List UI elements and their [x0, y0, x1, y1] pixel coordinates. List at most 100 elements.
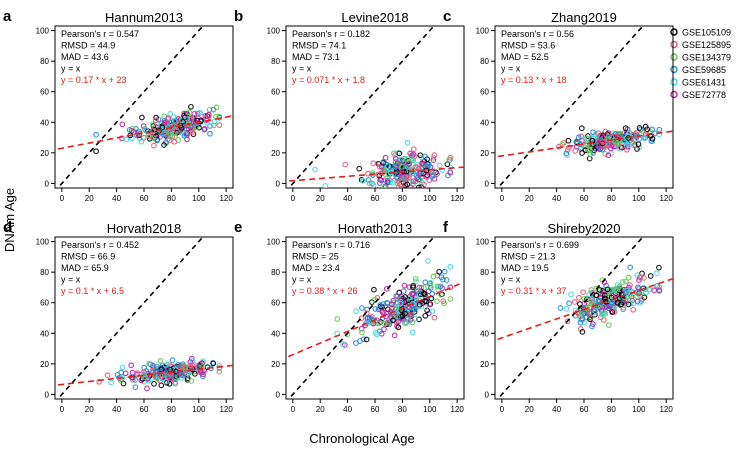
x-tick-label: 20	[525, 194, 534, 203]
data-point	[592, 308, 599, 314]
data-point	[577, 319, 584, 326]
legend-marker	[670, 28, 678, 36]
y-tick-label: 80	[271, 268, 280, 277]
data-point	[161, 142, 167, 148]
data-point	[216, 122, 223, 128]
data-point	[578, 316, 584, 323]
y-tick-label: 80	[480, 57, 489, 66]
data-point	[612, 133, 619, 140]
x-tick-label: 80	[398, 405, 407, 414]
y-tick-label: 60	[480, 299, 489, 308]
plot-area	[286, 26, 464, 195]
data-point	[636, 125, 643, 131]
data-point	[158, 366, 165, 373]
x-tick-label: 80	[167, 405, 176, 414]
data-point	[188, 378, 195, 384]
data-point	[371, 286, 377, 293]
data-point	[624, 290, 631, 297]
fit-label: y = 0.071 * x + 1.8	[292, 75, 365, 85]
data-point	[575, 134, 582, 141]
data-point	[122, 370, 129, 377]
data-point	[399, 156, 405, 163]
data-point	[564, 318, 571, 325]
data-point	[565, 144, 572, 151]
fit-line	[55, 364, 233, 387]
panel-title: Horvath2013	[338, 221, 412, 236]
plot-area	[55, 237, 233, 399]
data-point	[205, 111, 212, 118]
data-point	[138, 371, 145, 378]
stat-text: y = x	[61, 275, 81, 285]
data-point	[619, 279, 626, 285]
data-point	[384, 177, 391, 184]
data-point	[210, 106, 217, 113]
stat-text: RMSD = 66.9	[61, 252, 115, 262]
data-point	[130, 129, 137, 135]
identity-line	[56, 237, 204, 399]
data-point	[389, 301, 395, 308]
data-point	[144, 385, 150, 392]
data-point	[440, 298, 447, 304]
data-point	[376, 163, 383, 170]
data-point	[394, 299, 401, 306]
x-tick-label: 0	[291, 405, 296, 414]
data-point	[644, 126, 651, 133]
legend-marker	[670, 40, 678, 49]
data-point	[395, 324, 402, 331]
y-tick-label: 0	[276, 179, 281, 188]
data-point	[426, 301, 433, 308]
data-point	[153, 114, 159, 121]
stat-text: RMSD = 74.1	[292, 41, 346, 51]
stat-text: RMSD = 53.6	[501, 41, 555, 51]
stat-text: MAD = 19.5	[501, 263, 549, 273]
x-tick-label: 60	[140, 194, 149, 203]
y-tick-label: 100	[36, 27, 50, 36]
data-point	[211, 118, 218, 125]
data-point	[406, 161, 412, 167]
data-point	[643, 289, 650, 296]
data-point	[447, 296, 454, 302]
data-point	[597, 146, 603, 153]
stat-text: MAD = 52.5	[501, 52, 549, 62]
data-point	[563, 150, 570, 157]
fit-label: y = 0.1 * x + 6.5	[61, 286, 124, 296]
data-point	[157, 358, 164, 364]
data-point	[447, 263, 454, 270]
data-point	[434, 283, 441, 290]
data-point	[426, 177, 433, 184]
x-tick-label: 60	[580, 405, 589, 414]
data-point	[391, 190, 396, 195]
data-point	[401, 320, 408, 326]
legend-marker	[670, 78, 678, 86]
data-point	[418, 284, 425, 291]
data-point	[409, 329, 416, 336]
shared-xlabel: Chronological Age	[309, 431, 415, 446]
data-point	[400, 288, 407, 294]
data-point	[374, 320, 380, 326]
stat-text: Pearson's r = 0.547	[61, 29, 139, 39]
x-tick-label: 120	[219, 194, 233, 203]
identity-line	[287, 26, 435, 188]
data-point	[387, 319, 394, 325]
y-tick-label: 60	[271, 299, 280, 308]
stat-text: Pearson's r = 0.699	[501, 240, 579, 250]
data-point	[210, 360, 217, 367]
identity-line	[496, 237, 644, 399]
data-point	[129, 135, 135, 142]
data-point	[582, 310, 588, 317]
data-point	[622, 125, 629, 131]
data-point	[406, 294, 412, 301]
data-point	[415, 184, 422, 188]
data-point	[592, 311, 598, 318]
x-tick-label: 120	[450, 405, 464, 414]
data-point	[403, 176, 409, 183]
panel-title: Levine2018	[341, 10, 408, 25]
data-point	[436, 162, 443, 169]
fit-line	[286, 281, 464, 359]
data-point	[557, 305, 564, 311]
x-tick-label: 60	[371, 405, 380, 414]
data-point	[205, 113, 212, 120]
shared-ylabel: DNAm Age	[2, 188, 17, 252]
data-point	[409, 291, 416, 298]
data-point	[402, 310, 408, 317]
